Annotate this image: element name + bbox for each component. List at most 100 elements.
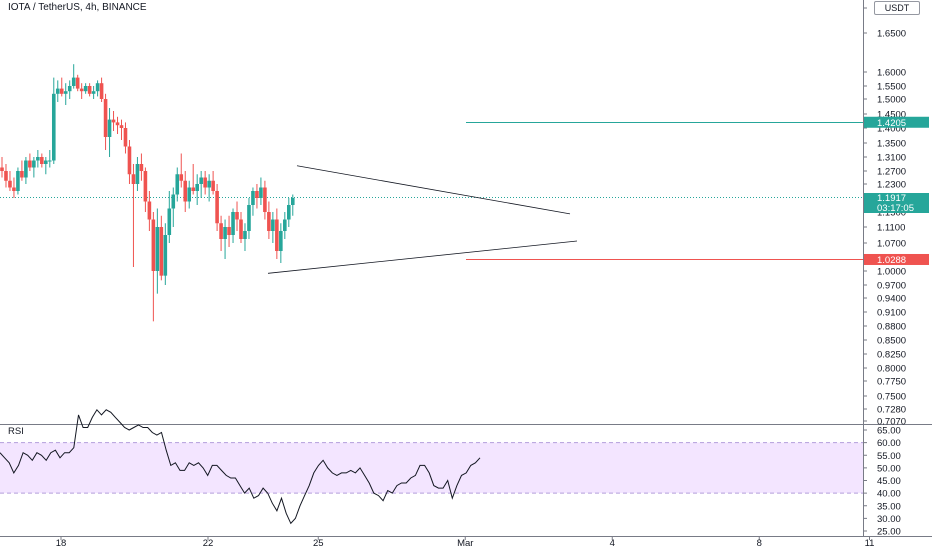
time-tick-label: 22 [203, 538, 214, 549]
rsi-tick-label: 55.00 [877, 451, 901, 462]
candle-body [40, 157, 44, 164]
price-tick-label: 0.7750 [877, 377, 906, 388]
candle-body [24, 160, 28, 178]
candle-body [207, 180, 211, 188]
candle-body [231, 212, 235, 235]
price-axis-label-box [864, 203, 929, 213]
time-tick-label: 18 [56, 538, 67, 549]
rsi-tick-label: 45.00 [877, 476, 901, 487]
price-tick-label: 1.2300 [877, 180, 906, 191]
candle-body [215, 191, 219, 224]
rsi-band [0, 442, 863, 494]
rsi-tick-label: 35.00 [877, 501, 901, 512]
price-tick-label: 1.1100 [877, 223, 905, 234]
candle-body [195, 184, 199, 191]
candle-body [44, 160, 48, 164]
price-tick-label: 1.0700 [877, 239, 906, 250]
price-tick-label: 0.8500 [877, 336, 906, 347]
candle-body [8, 180, 12, 188]
candle-body [203, 177, 207, 188]
candle-body [103, 99, 108, 137]
candle-body [131, 174, 136, 184]
candle-body [51, 93, 56, 161]
candle-body [20, 171, 24, 178]
candle-body [167, 208, 172, 235]
candle-body [87, 86, 92, 94]
candle-body [83, 86, 88, 92]
candle-body [36, 157, 40, 161]
candle-body [255, 191, 259, 198]
time-tick-label: 4 [610, 538, 615, 549]
trendline [296, 165, 571, 215]
price-tick-label: 1.6500 [877, 29, 906, 40]
candle-body [139, 164, 144, 171]
candle-body [211, 180, 215, 191]
candle-body [239, 219, 243, 239]
price-axis-label: 1.1917 [877, 193, 906, 204]
candle-body [227, 227, 231, 235]
time-tick-label: 11 [865, 538, 875, 549]
candle-body [67, 86, 72, 92]
price-axis-label: 1.0288 [877, 255, 906, 266]
candle-body [115, 122, 120, 126]
candle-body [32, 160, 36, 168]
price-tick-label: 0.9100 [877, 308, 906, 319]
rsi-label: RSI [8, 426, 24, 437]
candle-body [12, 187, 16, 191]
price-tick-label: 0.7070 [877, 417, 906, 428]
candle-body [290, 198, 295, 205]
price-axis-label: 03:17:05 [877, 203, 914, 214]
price-tick-label: 1.4500 [877, 110, 906, 121]
candle-body [159, 227, 164, 276]
candle-body [16, 171, 20, 191]
price-tick-label: 1.5000 [877, 95, 906, 106]
price-axis-label: 1.4205 [877, 118, 906, 129]
candle-body [223, 227, 227, 239]
candle-body [147, 201, 152, 220]
candle-body [179, 174, 184, 181]
time-tick-label: Mar [457, 538, 473, 549]
candle-body [259, 187, 263, 198]
rsi-tick-label: 60.00 [877, 438, 901, 449]
price-tick-label: 0.7500 [877, 392, 906, 403]
candle-body [79, 88, 84, 92]
price-tick-label: 0.9700 [877, 281, 906, 292]
trendline [267, 240, 578, 274]
candle-body [119, 125, 124, 128]
candle-body [111, 119, 116, 123]
candle-body [75, 77, 80, 89]
candle-body [155, 227, 160, 271]
candle-body [283, 219, 287, 231]
candle-body [235, 212, 239, 220]
rsi-tick-label: 25.00 [877, 527, 901, 538]
price-tick-label: 0.7280 [877, 405, 906, 416]
time-tick-label: 8 [757, 538, 762, 549]
price-tick-label: 0.8800 [877, 322, 906, 333]
candle-body [127, 146, 132, 175]
price-tick-label: 1.6000 [877, 68, 906, 79]
candle-body [247, 205, 251, 231]
price-tick-label: 1.2700 [877, 167, 906, 178]
candle-body [219, 223, 223, 239]
candle-body [199, 177, 203, 184]
price-axis-label-box [864, 193, 929, 203]
candle-body [175, 174, 180, 195]
price-tick-label: 1.5500 [877, 82, 906, 93]
price-tick-label: 1.0000 [877, 267, 906, 278]
candle-body [187, 187, 192, 202]
candle-body [123, 128, 128, 147]
candle-body [163, 235, 168, 276]
candle-body [251, 191, 255, 205]
candle-body [63, 91, 68, 94]
currency-button[interactable]: USDT [874, 1, 920, 15]
rsi-tick-label: 40.00 [877, 489, 901, 500]
candle-body [271, 219, 275, 231]
candle-body [135, 164, 140, 184]
symbol-title: IOTA / TetherUS, 4h, BINANCE [8, 2, 147, 13]
price-tick-label: 0.8250 [877, 350, 906, 361]
price-tick-label: 1.3100 [877, 153, 906, 164]
price-tick-label: 0.8000 [877, 364, 906, 375]
rsi-tick-label: 50.00 [877, 463, 901, 474]
candle-body [267, 212, 271, 231]
